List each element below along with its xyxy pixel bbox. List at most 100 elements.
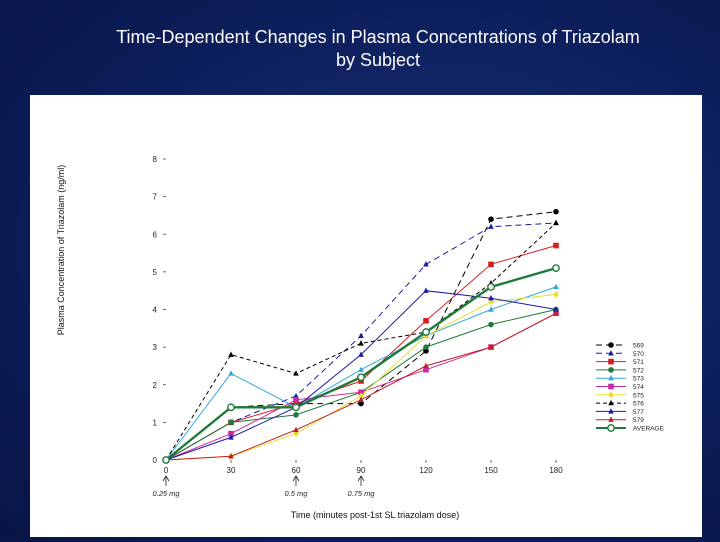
y-tick-label: 3 bbox=[153, 343, 158, 352]
data-point bbox=[358, 389, 364, 396]
dose-label: 0.25 mg bbox=[152, 489, 180, 498]
legend-marker bbox=[608, 375, 614, 381]
series-layer bbox=[162, 208, 560, 464]
data-point bbox=[423, 261, 429, 267]
data-point bbox=[358, 396, 364, 402]
data-point bbox=[488, 261, 494, 268]
legend-label: 569 bbox=[633, 343, 644, 350]
data-point bbox=[553, 306, 559, 312]
legend-marker bbox=[608, 358, 614, 365]
data-point bbox=[358, 332, 364, 339]
data-point bbox=[553, 219, 559, 226]
x-tick-label: 60 bbox=[292, 466, 301, 475]
y-tick-label: 0 bbox=[153, 456, 158, 465]
data-point bbox=[488, 343, 494, 350]
x-tick-label: 0 bbox=[164, 466, 169, 475]
x-tick-label: 30 bbox=[227, 466, 236, 475]
legend-label: 572 bbox=[633, 367, 644, 374]
legend-marker bbox=[608, 416, 614, 422]
slide-title-line-2: by Subject bbox=[335, 50, 421, 70]
y-tick-label: 2 bbox=[153, 381, 158, 390]
legend-label: 575 bbox=[633, 392, 644, 399]
legend-item: 579 bbox=[596, 416, 644, 424]
legend-item: 570 bbox=[596, 350, 644, 358]
x-tick-label: 180 bbox=[549, 466, 563, 475]
data-point bbox=[358, 340, 364, 346]
data-point bbox=[488, 306, 494, 312]
data-point bbox=[227, 403, 235, 412]
legend-label: 573 bbox=[633, 376, 644, 383]
slide-title: Time-Dependent Changes in Plasma Concent… bbox=[0, 26, 720, 72]
y-tick-label: 8 bbox=[153, 155, 158, 164]
data-point bbox=[228, 370, 234, 376]
y-tick-label: 4 bbox=[153, 306, 158, 315]
data-point bbox=[358, 366, 364, 372]
x-tick-label: 90 bbox=[357, 466, 366, 475]
legend-item: 575 bbox=[596, 391, 644, 399]
y-axis-label: Plasma Concentration of Triazolam (ng/ml… bbox=[56, 165, 66, 336]
data-point bbox=[423, 366, 429, 373]
legend-label: 574 bbox=[633, 384, 644, 391]
data-point bbox=[357, 373, 365, 382]
series-line bbox=[165, 266, 557, 461]
series-average bbox=[162, 264, 560, 464]
y-tick-label: 1 bbox=[153, 418, 158, 427]
data-point bbox=[488, 321, 494, 328]
dose-arrowhead bbox=[292, 475, 300, 482]
data-point bbox=[292, 403, 300, 412]
dose-marker: 0.25 mg bbox=[152, 475, 180, 498]
data-point bbox=[228, 434, 234, 440]
dose-marker: 0.75 mg bbox=[347, 475, 375, 498]
legend-label: 571 bbox=[633, 359, 644, 366]
data-point bbox=[488, 223, 494, 229]
legend-label: AVERAGE bbox=[633, 426, 665, 433]
data-point bbox=[228, 351, 234, 357]
data-point bbox=[293, 370, 299, 376]
data-point bbox=[293, 426, 299, 433]
series-573 bbox=[163, 283, 559, 463]
series-576 bbox=[163, 219, 559, 463]
legend-label: 579 bbox=[633, 417, 644, 424]
data-point bbox=[488, 295, 494, 301]
dose-arrowhead bbox=[357, 475, 365, 482]
legend-marker bbox=[608, 342, 614, 348]
data-point bbox=[488, 216, 494, 222]
x-tick-label: 150 bbox=[484, 466, 498, 475]
data-point bbox=[553, 283, 559, 290]
y-tick-label: 6 bbox=[153, 230, 158, 239]
legend-item: AVERAGE bbox=[596, 424, 665, 433]
line-chart: 0 1 2 3 4 5 6 7 8 0 30 60 90 120 150 180 0.25 mg 0.5 mg 0.… bbox=[56, 155, 665, 520]
dose-label: 0.75 mg bbox=[347, 489, 375, 498]
y-tick-label: 7 bbox=[153, 193, 158, 202]
dose-marker: 0.5 mg bbox=[285, 475, 309, 498]
x-tick-label: 120 bbox=[419, 466, 433, 475]
legend-marker bbox=[608, 399, 614, 406]
legend-item: 571 bbox=[596, 358, 644, 366]
legend-marker bbox=[607, 424, 615, 432]
data-point bbox=[162, 456, 170, 464]
data-point bbox=[228, 419, 234, 426]
data-point bbox=[358, 392, 364, 400]
data-point bbox=[487, 283, 495, 291]
dose-label: 0.5 mg bbox=[285, 489, 309, 498]
data-point bbox=[553, 208, 559, 215]
legend-marker bbox=[608, 408, 614, 414]
legend-item: 574 bbox=[596, 383, 644, 391]
data-point bbox=[423, 344, 429, 350]
slide-title-line-1: Time-Dependent Changes in Plasma Concent… bbox=[116, 27, 640, 47]
legend-item: 576 bbox=[596, 399, 644, 408]
data-point bbox=[293, 412, 299, 418]
dose-arrowhead bbox=[162, 475, 170, 482]
chart-axes: 0 1 2 3 4 5 6 7 8 0 30 60 90 120 150 180 0.25 mg 0.5 mg 0.… bbox=[152, 155, 563, 498]
data-point bbox=[422, 328, 430, 336]
x-axis-label: Time (minutes post-1st SL triazolam dose… bbox=[291, 510, 459, 520]
data-point bbox=[293, 397, 299, 403]
legend-item: 569 bbox=[596, 342, 644, 350]
data-point bbox=[423, 362, 429, 369]
data-point bbox=[358, 351, 364, 357]
data-point bbox=[358, 400, 364, 407]
data-point bbox=[423, 287, 429, 293]
data-point bbox=[553, 291, 559, 298]
y-tick-label: 5 bbox=[153, 268, 158, 277]
